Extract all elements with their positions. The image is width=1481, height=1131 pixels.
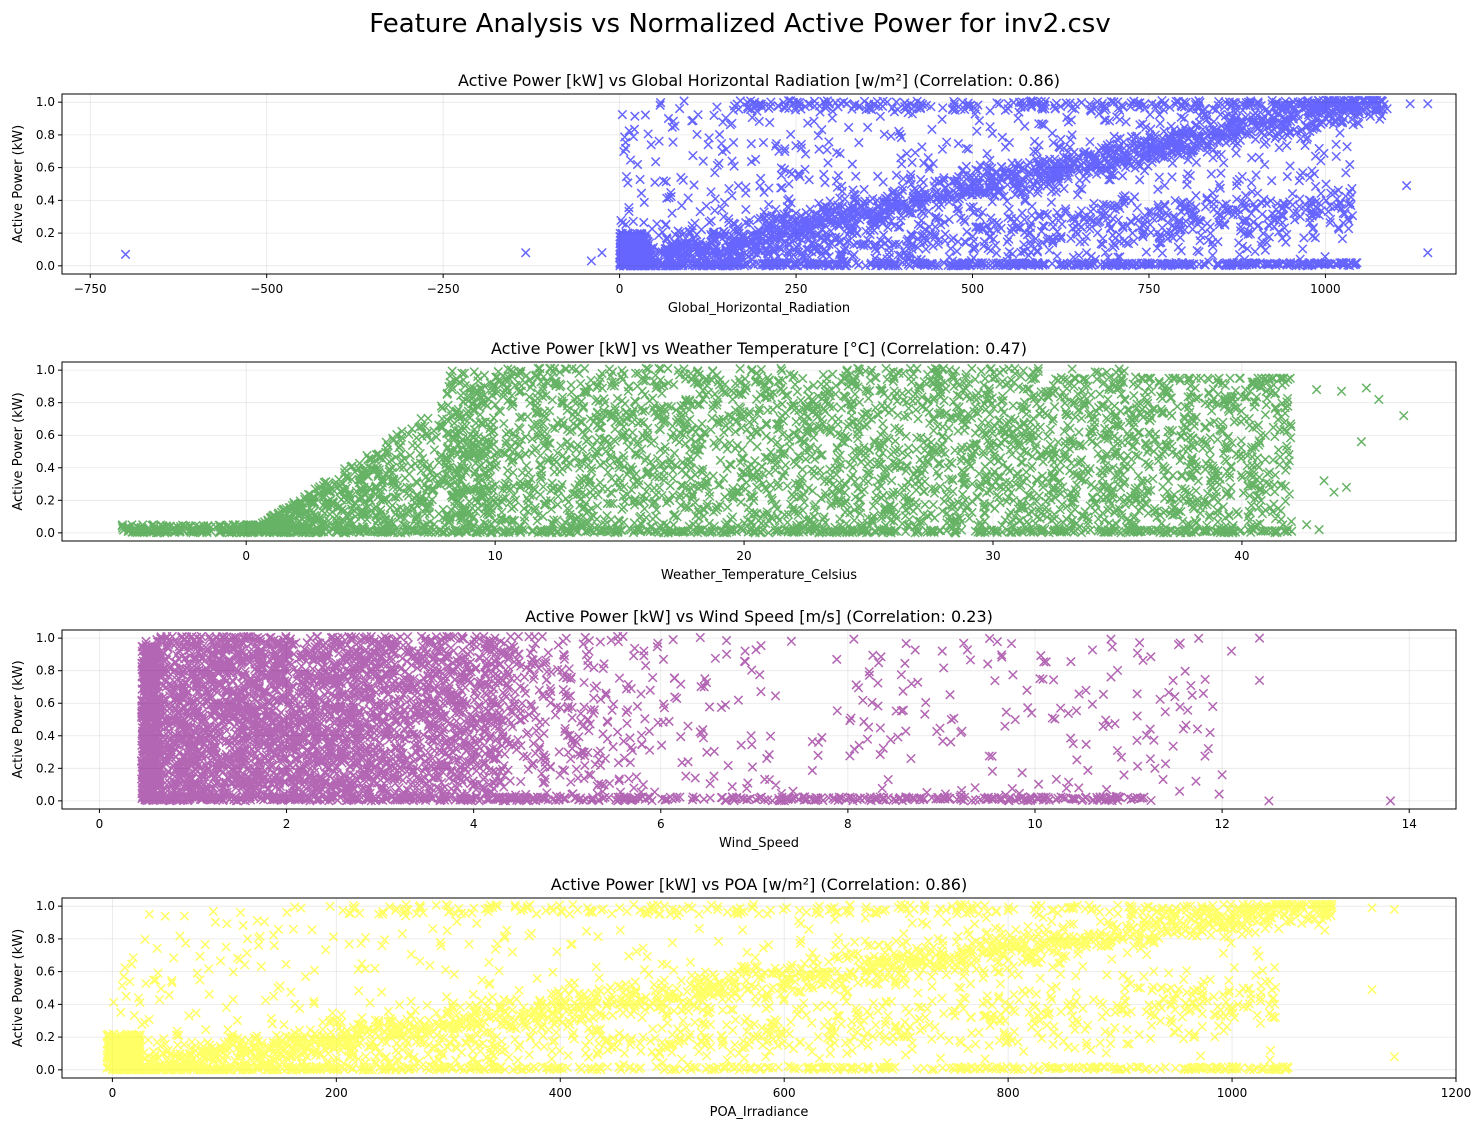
x-tick-label: 0 — [616, 282, 624, 296]
scatter-points — [117, 363, 1409, 538]
y-tick-label: 0.8 — [36, 128, 55, 142]
x-tick-label: 200 — [325, 1086, 348, 1100]
y-tick-label: 0.8 — [36, 396, 55, 410]
y-tick-label: 0.4 — [36, 461, 55, 475]
axes-frame — [61, 629, 1457, 810]
y-tick-label: 0.6 — [36, 161, 55, 175]
y-tick-label: 0.4 — [36, 193, 55, 207]
x-tick-label: 800 — [997, 1086, 1020, 1100]
y-tick-label: 0.0 — [36, 794, 55, 808]
y-tick-label: 0.6 — [36, 965, 55, 979]
x-tick-label: 1000 — [1217, 1086, 1248, 1100]
y-tick-label: 0.2 — [36, 761, 55, 775]
y-tick-label: 0.8 — [36, 664, 55, 678]
y-axis-label: Active Power (kW) — [11, 392, 26, 510]
panel-3: 0 2 4 6 8 10 12 14 0.0 0.2 0.4 0.6 0.8 1.0 Active Powe… — [11, 607, 1457, 851]
x-tick-label: 1200 — [1441, 1086, 1472, 1100]
y-tick-label: 1.0 — [36, 631, 55, 645]
y-tick-label: 0.6 — [36, 428, 55, 442]
panel-title: Active Power [kW] vs Global Horizontal R… — [458, 71, 1060, 90]
y-tick-label: 0.4 — [36, 729, 55, 743]
x-tick-label: 14 — [1402, 817, 1417, 831]
x-tick-label: 10 — [1027, 817, 1042, 831]
series-points — [102, 899, 1400, 1075]
scatter-points — [136, 631, 1396, 806]
x-tick-label: 30 — [985, 549, 1000, 563]
series-points — [117, 363, 1409, 538]
x-tick-label: 10 — [487, 549, 502, 563]
x-tick-label: 6 — [657, 817, 665, 831]
x-tick-label: 750 — [1138, 282, 1161, 296]
panel-1: −750 −500 −250 0 250 500 750 1000 0.0 0.2 0.4 0.6 0.… — [11, 71, 1457, 316]
x-tick-label: 8 — [844, 817, 852, 831]
y-tick-label: 0.4 — [36, 997, 55, 1011]
x-tick-label: 12 — [1214, 817, 1229, 831]
x-tick-label: 400 — [549, 1086, 572, 1100]
x-tick-label: 20 — [736, 549, 751, 563]
series-points — [120, 95, 1433, 271]
y-tick-label: 0.2 — [36, 226, 55, 240]
x-tick-label: 40 — [1234, 549, 1249, 563]
x-tick-label: 600 — [773, 1086, 796, 1100]
panel-title: Active Power [kW] vs Weather Temperature… — [491, 339, 1027, 358]
x-tick-label: −250 — [427, 282, 460, 296]
axes-frame — [61, 93, 1457, 275]
y-tick-label: 0.0 — [36, 259, 55, 273]
y-tick-label: 1.0 — [36, 899, 55, 913]
axes-frame — [61, 361, 1457, 542]
y-tick-label: 0.2 — [36, 493, 55, 507]
y-tick-label: 0.8 — [36, 932, 55, 946]
x-tick-label: 1000 — [1310, 282, 1341, 296]
x-tick-label: 0 — [96, 817, 104, 831]
x-axis-label: POA_Irradiance — [710, 1105, 809, 1120]
x-tick-label: 500 — [961, 282, 984, 296]
y-axis-label: Active Power (kW) — [11, 125, 26, 243]
x-tick-label: 0 — [242, 549, 250, 563]
series-points — [136, 631, 1396, 806]
x-tick-label: 2 — [283, 817, 291, 831]
y-axis-label: Active Power (kW) — [11, 929, 26, 1047]
x-axis-label: Wind_Speed — [719, 836, 799, 851]
panel-title: Active Power [kW] vs POA [w/m²] (Correla… — [551, 875, 967, 894]
x-tick-label: −750 — [74, 282, 107, 296]
panel-2: 0 10 20 30 40 0.0 0.2 0.4 0.6 0.8 1.0 Active Power … — [11, 339, 1457, 583]
y-tick-label: 0.0 — [36, 1063, 55, 1077]
x-tick-label: 4 — [470, 817, 478, 831]
panel-4: 0 200 400 600 800 1000 1200 0.0 0.2 0.4 0.6 0.8 1.0 A… — [11, 875, 1471, 1120]
panel-title: Active Power [kW] vs Wind Speed [m/s] (C… — [525, 607, 993, 626]
y-tick-label: 1.0 — [36, 363, 55, 377]
y-axis-label: Active Power (kW) — [11, 660, 26, 778]
y-tick-label: 0.0 — [36, 526, 55, 540]
figure-suptitle: Feature Analysis vs Normalized Active Po… — [369, 9, 1111, 39]
y-tick-label: 0.2 — [36, 1030, 55, 1044]
x-tick-label: −500 — [250, 282, 283, 296]
scatter-points — [102, 899, 1400, 1075]
x-tick-label: 250 — [785, 282, 808, 296]
scatter-points — [120, 95, 1433, 271]
y-tick-label: 0.6 — [36, 696, 55, 710]
x-axis-label: Global_Horizontal_Radiation — [668, 301, 850, 316]
x-axis-label: Weather_Temperature_Celsius — [661, 568, 857, 583]
x-tick-label: 0 — [109, 1086, 117, 1100]
axes-frame — [61, 897, 1457, 1079]
y-tick-label: 1.0 — [36, 95, 55, 109]
